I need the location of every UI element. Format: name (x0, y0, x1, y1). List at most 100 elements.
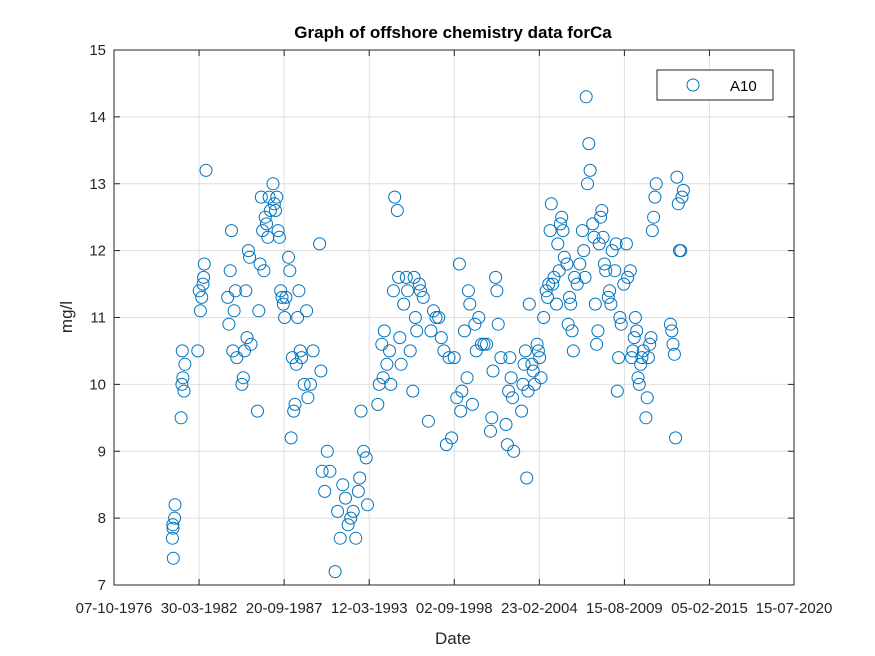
data-point (416, 290, 430, 304)
data-point (236, 371, 250, 385)
data-point (490, 284, 504, 298)
data-point (191, 344, 205, 358)
data-point (594, 210, 608, 224)
data-point (522, 297, 536, 311)
y-tick-label: 9 (98, 443, 106, 460)
y-grid (114, 116, 794, 519)
data-point (644, 331, 658, 345)
chart-title: Graph of offshore chemistry data forCa (294, 23, 612, 42)
data-point (614, 317, 628, 331)
data-point (665, 324, 679, 338)
data-point (531, 344, 545, 358)
data-point (263, 204, 277, 217)
data-point (165, 531, 179, 545)
data-point (525, 357, 539, 371)
data-point (241, 244, 255, 258)
data-point (518, 344, 532, 358)
data-point (472, 311, 486, 324)
data-point (384, 377, 398, 391)
data-point (450, 391, 464, 405)
data-point (397, 297, 411, 311)
data-point (617, 277, 631, 291)
data-point (507, 444, 521, 458)
data-point (295, 351, 308, 365)
data-point (561, 317, 575, 331)
data-point (271, 224, 285, 238)
data-point (336, 478, 350, 492)
data-point (547, 270, 561, 284)
data-point (645, 224, 659, 238)
data-point (526, 364, 540, 378)
data-point (515, 404, 529, 418)
data-point (619, 237, 633, 251)
data-point (399, 270, 413, 284)
x-tick-label: 15-08-2009 (586, 600, 663, 617)
data-point (192, 284, 206, 298)
data-point (583, 163, 597, 177)
data-point (174, 411, 188, 425)
y-tick-label: 14 (89, 109, 106, 126)
data-point (276, 297, 290, 311)
data-point (442, 351, 456, 365)
data-point (541, 290, 554, 304)
data-point (168, 498, 182, 512)
x-tick-label: 05-02-2015 (671, 600, 748, 617)
data-point (630, 324, 644, 338)
data-point (196, 277, 210, 291)
x-tick-label: 02-09-1998 (416, 600, 493, 617)
data-point (240, 331, 254, 345)
x-tick-label: 23-02-2004 (501, 600, 578, 617)
data-point (282, 250, 295, 264)
data-point (375, 337, 389, 351)
data-point (568, 270, 582, 284)
data-point (454, 404, 468, 418)
data-point (477, 337, 491, 351)
data-point (344, 511, 358, 525)
data-point (243, 250, 257, 264)
data-point (230, 351, 244, 365)
data-point (612, 351, 626, 365)
data-point (253, 257, 267, 271)
data-point (166, 551, 180, 565)
data-point (534, 371, 548, 385)
data-point (563, 290, 576, 304)
data-point (195, 290, 209, 304)
data-point (323, 464, 337, 478)
data-point (575, 224, 589, 238)
data-point (394, 357, 408, 371)
data-point (667, 347, 681, 361)
data-point (635, 351, 649, 365)
data-point (447, 351, 461, 365)
data-point (530, 337, 544, 351)
data-point (406, 384, 420, 398)
data-point (521, 384, 535, 398)
data-point (176, 371, 190, 385)
data-point (597, 257, 611, 271)
data-point (262, 190, 276, 204)
data-point (599, 264, 613, 278)
legend-label: A10 (730, 78, 757, 95)
data-point (553, 217, 567, 231)
data-point (628, 311, 642, 324)
data-point (278, 311, 292, 324)
data-point (555, 210, 569, 224)
data-point (634, 357, 648, 371)
data-point (251, 404, 264, 418)
data-point (421, 414, 435, 428)
y-tick-label: 8 (98, 510, 106, 527)
data-point (292, 284, 306, 298)
data-point (465, 397, 479, 411)
data-point (166, 518, 180, 532)
data-point (412, 277, 426, 291)
data-point (353, 471, 367, 485)
data-point (439, 438, 453, 452)
data-point (390, 204, 404, 217)
data-point (669, 431, 683, 445)
data-point (193, 304, 207, 318)
data-point (556, 224, 570, 238)
data-point (592, 237, 606, 251)
data-point (539, 284, 553, 298)
data-markers (165, 90, 690, 579)
data-point (641, 351, 655, 365)
data-point (346, 504, 360, 518)
